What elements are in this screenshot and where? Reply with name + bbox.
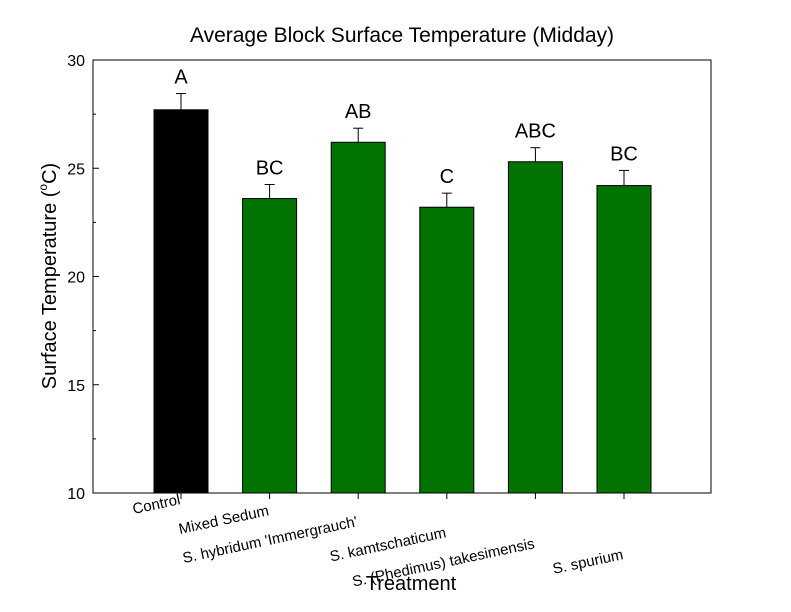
y-axis-label-degree: o	[36, 184, 50, 191]
y-axis: 10 15 20 25 30	[67, 53, 99, 503]
error-bars	[176, 93, 629, 208]
significance-letter: C	[440, 166, 454, 188]
bar	[153, 109, 209, 494]
y-tick-label: 10	[67, 486, 85, 503]
x-tick-label: Mixed Sedum	[177, 502, 270, 538]
significance-letter: ABC	[515, 121, 556, 143]
x-tick-label: S. spurium	[551, 546, 625, 578]
y-axis-label: Surface Temperature (oC)	[36, 163, 61, 389]
bar	[596, 185, 652, 494]
x-tick-label: Control	[131, 491, 182, 518]
chart-title: Average Block Surface Temperature (Midda…	[190, 24, 614, 47]
y-axis-label-main: Surface Temperature (	[39, 190, 61, 389]
y-tick-label: 15	[67, 378, 85, 395]
significance-letter: BC	[256, 157, 284, 179]
bars	[153, 109, 652, 494]
bar	[419, 206, 475, 494]
y-tick-label: 20	[67, 270, 85, 287]
y-axis-label-unit: C)	[39, 163, 61, 184]
significance-letter: A	[174, 67, 188, 89]
bar	[507, 161, 563, 494]
y-tick-label: 30	[67, 53, 85, 70]
significance-letter: BC	[610, 143, 638, 165]
bar	[330, 141, 386, 494]
significance-letter: AB	[345, 101, 372, 123]
bar	[242, 198, 298, 494]
x-axis-label: Treatment	[366, 573, 457, 595]
y-tick-label: 25	[67, 161, 85, 178]
